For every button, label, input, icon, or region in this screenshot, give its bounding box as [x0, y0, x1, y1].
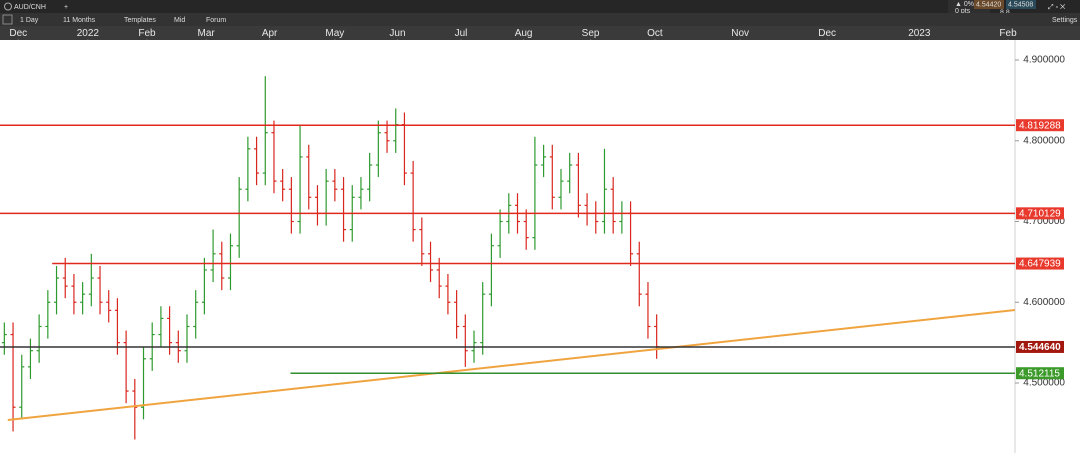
window-controls[interactable]: ⤢ ▫ ✕: [1048, 4, 1066, 11]
x-tick-label: Sep: [582, 28, 600, 39]
x-tick-label: Mar: [198, 28, 216, 39]
price-level-label: 4.710129: [1019, 208, 1061, 219]
price-level-box: [1016, 119, 1064, 132]
price-level-label: 4.819288: [1019, 120, 1061, 131]
x-tick-label: Dec: [818, 28, 836, 39]
price-axis: [1015, 40, 1080, 453]
forum[interactable]: Forum: [206, 17, 226, 24]
price-level-box: [1016, 367, 1064, 380]
y-tick-label: 4.900000: [1023, 55, 1065, 66]
bid[interactable]: 4.54420: [976, 1, 1001, 8]
templates[interactable]: Templates: [124, 17, 156, 24]
y-tick-label: 4.800000: [1023, 135, 1065, 146]
symbol-icon: [4, 2, 12, 11]
price-type[interactable]: Mid: [174, 17, 185, 24]
price-level-box: [1016, 340, 1064, 353]
interval[interactable]: 1 Day: [20, 17, 39, 24]
x-tick-label: Nov: [731, 28, 749, 39]
ask[interactable]: 4.54508: [1008, 1, 1033, 8]
layout-button[interactable]: [2, 14, 13, 25]
x-tick-label: 2023: [908, 28, 931, 39]
price-level-label: 4.512115: [1019, 368, 1060, 379]
x-tick-label: 2022: [77, 28, 100, 39]
x-tick-label: Dec: [9, 28, 27, 39]
trendline: [7, 309, 1016, 421]
symbol[interactable]: AUD/CNH: [14, 4, 46, 11]
x-tick-label: Oct: [647, 28, 663, 39]
price-level-box: [1016, 257, 1064, 270]
change-pts: 0 pts: [955, 8, 971, 15]
bid-box[interactable]: [974, 0, 1004, 9]
x-tick-label: May: [325, 28, 344, 39]
add-tab[interactable]: +: [64, 4, 68, 11]
price-level-label: 4.647939: [1019, 259, 1061, 270]
x-tick-label: Jun: [389, 28, 405, 39]
spread: 8.8: [1000, 9, 1010, 16]
price-level-label: 4.544640: [1019, 342, 1061, 353]
range[interactable]: 11 Months: [63, 17, 96, 24]
x-tick-label: Feb: [999, 28, 1017, 39]
y-tick-label: 4.600000: [1023, 297, 1065, 308]
tool-bar: [0, 13, 1080, 26]
title-bar: [0, 0, 1080, 13]
y-tick-label: 4.500000: [1023, 378, 1065, 389]
x-tick-label: Aug: [515, 28, 533, 39]
x-tick-label: Jul: [455, 28, 468, 39]
ask-box[interactable]: [1006, 0, 1036, 9]
settings[interactable]: Settings: [1052, 17, 1078, 24]
x-tick-label: Feb: [138, 28, 156, 39]
x-tick-label: Apr: [262, 28, 278, 39]
time-axis-bar: [0, 26, 1080, 40]
change: ▲ 0%: [955, 1, 974, 8]
y-tick-label: 4.700000: [1023, 216, 1065, 227]
price-level-box: [1016, 207, 1064, 220]
